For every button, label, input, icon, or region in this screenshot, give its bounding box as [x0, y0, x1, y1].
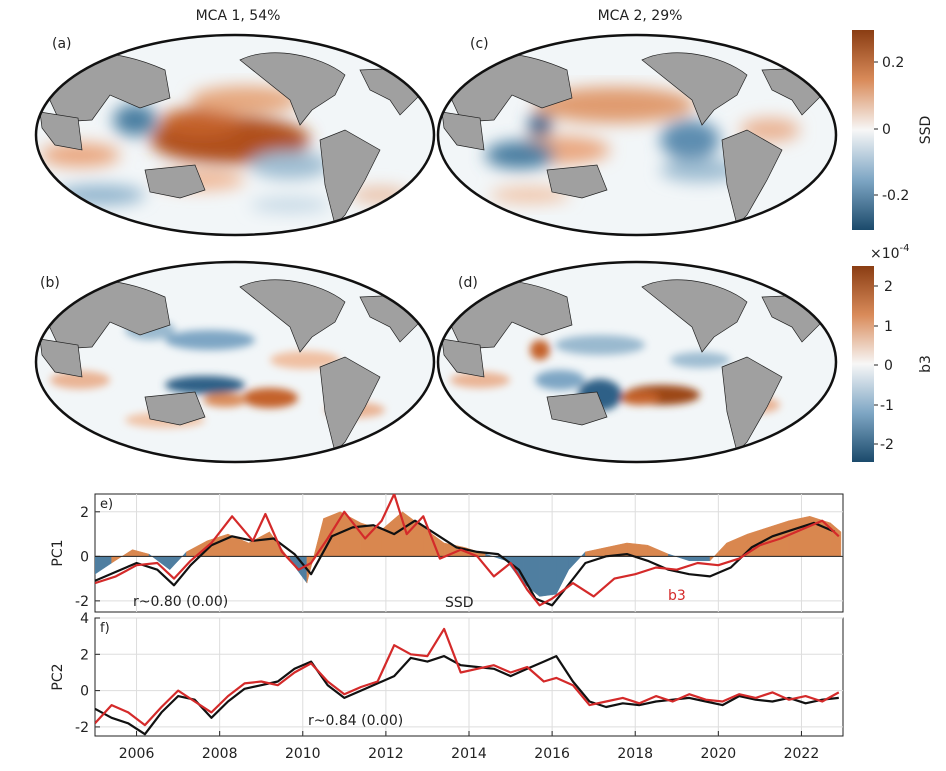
title-mca2: MCA 2, 29% [598, 8, 683, 24]
map-b [34, 260, 436, 464]
pc1-ylabel: PC1 [50, 539, 66, 566]
pc2-series-ssd [95, 654, 839, 736]
cb2-tick-1: 1 [884, 319, 893, 335]
panel-label-f: f) [100, 621, 110, 636]
pc2-xtick-label: 2022 [784, 746, 820, 762]
colorbar-b3: ×10-4 2 1 0 -1 -2 b3 [852, 243, 934, 462]
pc2-ytick-label: 0 [80, 684, 89, 700]
pc1-series-b3 [95, 494, 840, 607]
pc2-series-b3 [95, 627, 840, 727]
pc1-ytick-label: 0 [80, 549, 89, 565]
cb2-tick-0: 2 [884, 279, 893, 295]
cb1-label: SSD [918, 116, 934, 145]
map-d [436, 260, 838, 464]
panel-label-a: (a) [52, 36, 72, 52]
pc2-xtick-label: 2010 [285, 746, 321, 762]
pc2-ylabel: PC2 [50, 663, 66, 690]
pc1-b3-text: b3 [668, 588, 686, 604]
pc2-xtick-label: 2012 [368, 746, 404, 762]
pc1-area-segment [539, 556, 557, 597]
pc2-xtick-label: 2014 [451, 746, 487, 762]
pc1-ytick-label: 2 [80, 505, 89, 521]
pc2-ytick-label: 4 [80, 611, 89, 627]
pc2-panel: 4 2 0 -2 2006 2008 2010 2012 2014 2016 2018 2020 20… [50, 611, 844, 762]
pc1-annotation: r~0.80 (0.00) [133, 594, 228, 610]
cb2-tick-4: -2 [880, 437, 894, 453]
pc1-area-segment [788, 515, 811, 557]
pc2-xtick-label: 2016 [534, 746, 570, 762]
pc1-area-segment [688, 556, 711, 562]
panel-label-b: (b) [40, 275, 60, 291]
cb2-exponent: ×10-4 [870, 243, 910, 262]
pc2-ytick-label: -2 [75, 720, 89, 736]
cb1-tick-1: 0 [882, 122, 891, 138]
pc2-xtick-label: 2020 [701, 746, 737, 762]
pc1-series-ssd [95, 519, 836, 607]
pc1-ytick-label: -2 [75, 594, 89, 610]
cb2-tick-2: 0 [884, 358, 893, 374]
cb2-label: b3 [918, 355, 934, 373]
pc1-panel: 2 0 -2 e) r~0.80 (0.00) SSD b3 PC1 [50, 493, 844, 613]
map-c [436, 33, 838, 237]
cb1-tick-2: -0.2 [882, 188, 909, 204]
pc2-annotation: r~0.84 (0.00) [308, 713, 403, 729]
panel-label-d: (d) [458, 275, 478, 291]
colorbar-ssd: 0.2 0 -0.2 SSD [852, 30, 934, 230]
pc1-ssd-text: SSD [445, 595, 474, 611]
pc2-ytick-label: 2 [80, 647, 89, 663]
panel-label-c: (c) [470, 36, 489, 52]
pc2-xtick-label: 2008 [202, 746, 238, 762]
pc2-xtick-label: 2006 [119, 746, 155, 762]
map-a [34, 33, 436, 237]
pc2-xtick-label: 2018 [617, 746, 653, 762]
cb2-tick-3: -1 [880, 398, 894, 414]
cb1-tick-0: 0.2 [882, 55, 904, 71]
title-mca1: MCA 1, 54% [196, 8, 281, 24]
panel-label-e: e) [100, 497, 113, 512]
